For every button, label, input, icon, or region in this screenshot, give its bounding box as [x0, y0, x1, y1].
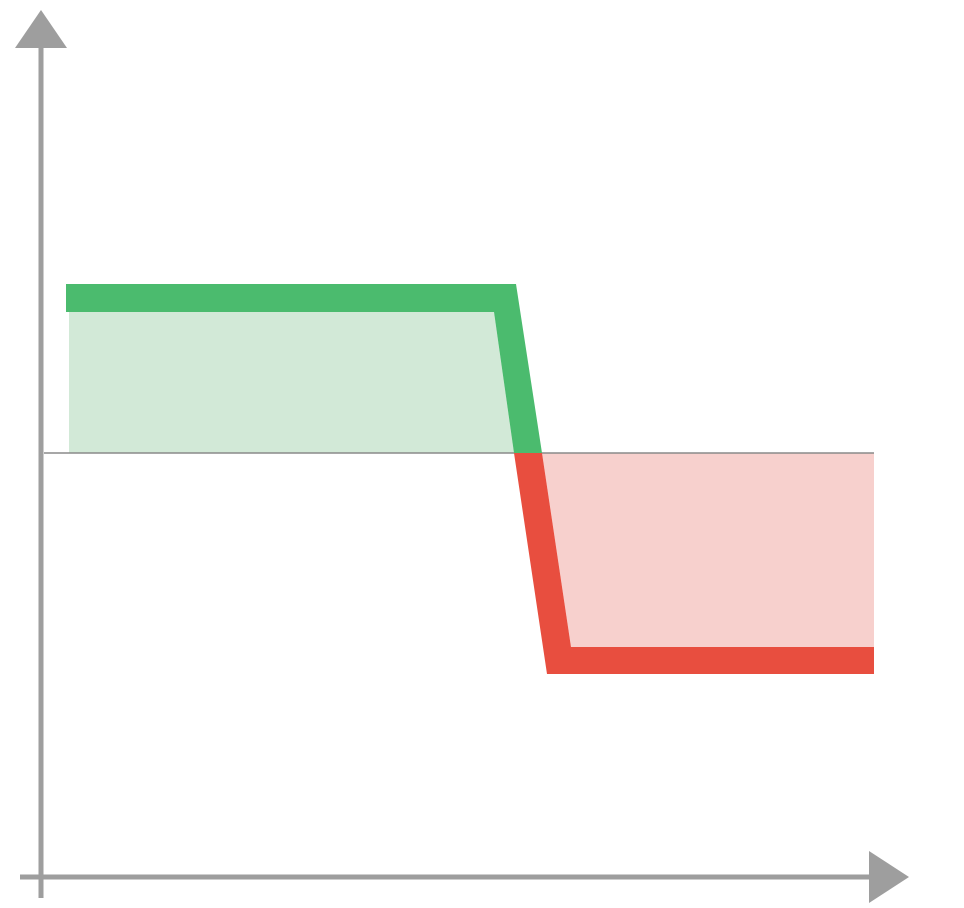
- y-axis-arrowhead: [15, 10, 67, 48]
- positive-line: [66, 284, 542, 453]
- x-axis-arrowhead: [869, 851, 909, 903]
- negative-line: [514, 453, 874, 674]
- positive-fill-area: [69, 312, 514, 453]
- negative-fill-area: [542, 453, 874, 647]
